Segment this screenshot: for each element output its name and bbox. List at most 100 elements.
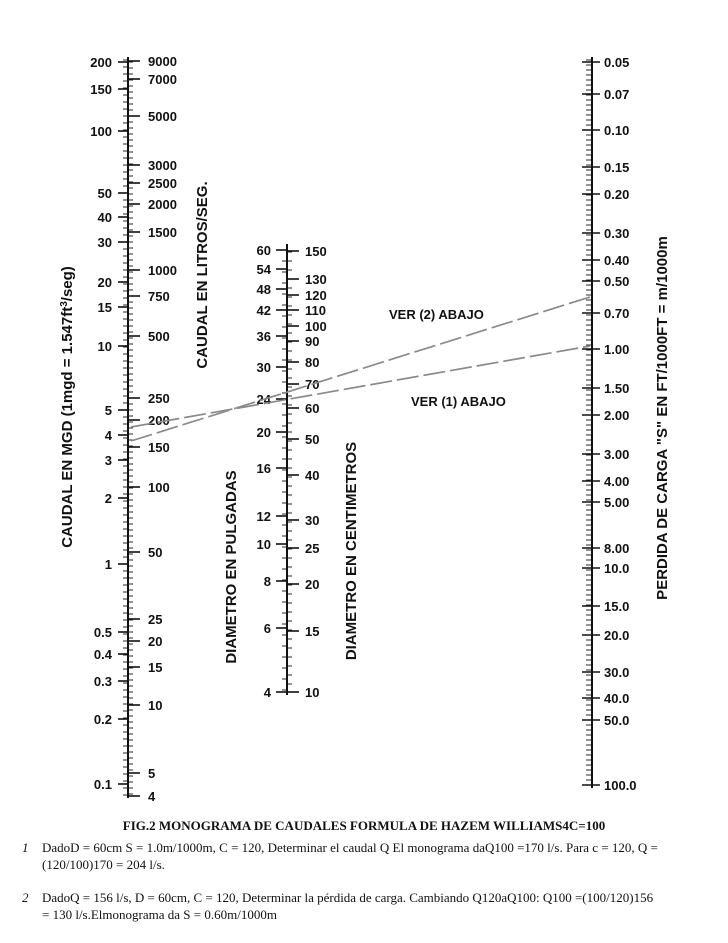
mgd-tick-label: 3 <box>105 453 112 468</box>
mgd-tick-label: 1 <box>105 557 112 572</box>
head-loss-tick-label: 100.0 <box>604 778 637 793</box>
inch-scale-labels: 6054484236302420161210864 <box>257 243 272 700</box>
head-loss-tick-label: 8.00 <box>604 541 629 556</box>
inch-tick-label: 16 <box>257 461 271 476</box>
head-loss-tick-label: 0.15 <box>604 160 629 175</box>
cm-tick-label: 80 <box>305 355 319 370</box>
head-loss-tick-label: 0.30 <box>604 226 629 241</box>
lps-tick-label: 4 <box>148 789 156 804</box>
mgd-tick-label: 20 <box>98 275 112 290</box>
head-loss-tick-label: 3.00 <box>604 447 629 462</box>
lps-axis-title: CAUDAL EN LITROS/SEG. <box>194 181 211 368</box>
lps-tick-label: 20 <box>148 634 162 649</box>
lps-tick-label: 750 <box>148 289 170 304</box>
lps-tick-label: 50 <box>148 545 162 560</box>
head-loss-axis-title: PERDIDA DE CARGA "S" EN FT/1000FT = m/10… <box>654 236 671 600</box>
cm-tick-label: 20 <box>305 577 319 592</box>
mgd-tick-label: 0.1 <box>94 777 112 792</box>
cm-scale-labels: 1501301201101009080706050403025201510 <box>305 244 327 700</box>
lps-tick-label: 1000 <box>148 263 177 278</box>
mgd-tick-label: 30 <box>98 235 112 250</box>
inch-tick-label: 4 <box>264 685 272 700</box>
cm-axis-title: DIAMETRO EN CENTIMETROS <box>343 442 360 660</box>
head-loss-tick-label: 5.00 <box>604 495 629 510</box>
lps-tick-label: 3000 <box>148 158 177 173</box>
cm-tick-label: 50 <box>305 432 319 447</box>
lps-tick-label: 2000 <box>148 197 177 212</box>
mgd-tick-label: 40 <box>98 210 112 225</box>
example-1-line <box>130 345 591 428</box>
cm-tick-label: 30 <box>305 513 319 528</box>
cm-tick-label: 25 <box>305 541 319 556</box>
note-number: 1 <box>22 840 29 855</box>
lps-tick-label: 5 <box>148 766 155 781</box>
lps-tick-label: 250 <box>148 391 170 406</box>
head-loss-tick-label: 0.05 <box>604 55 629 70</box>
head-loss-tick-label: 40.0 <box>604 691 629 706</box>
head-loss-tick-label: 2.00 <box>604 408 629 423</box>
mgd-tick-label: 0.4 <box>94 647 113 662</box>
mgd-tick-label: 0.5 <box>94 625 112 640</box>
head-loss-tick-label: 0.50 <box>604 274 629 289</box>
lps-scale-labels: 9000 7000 5000 3000 2500 2000 1500 1000 750 500 25… <box>148 54 177 804</box>
cm-tick-label: 10 <box>305 685 319 700</box>
mgd-tick-label: 2 <box>105 491 112 506</box>
cm-tick-label: 60 <box>305 401 319 416</box>
mgd-tick-label: 0.2 <box>94 712 112 727</box>
example-note-1: 1 DadoD = 60cm S = 1.0m/1000m, C = 120, … <box>22 839 662 873</box>
mgd-tick-label: 0.3 <box>94 674 112 689</box>
lps-tick-label: 500 <box>148 329 170 344</box>
mgd-tick-label: 15 <box>98 300 112 315</box>
lps-tick-label: 15 <box>148 660 162 675</box>
mgd-tick-label: 10 <box>98 339 112 354</box>
cm-tick-label: 130 <box>305 272 327 287</box>
lps-tick-label: 10 <box>148 698 162 713</box>
example-note-2: 2 DadoQ = 156 l/s, D = 60cm, C = 120, De… <box>22 889 662 923</box>
lps-tick-label: 9000 <box>148 54 177 69</box>
inch-tick-label: 20 <box>257 425 271 440</box>
note-number: 2 <box>22 890 29 905</box>
lps-tick-label: 5000 <box>148 109 177 124</box>
inch-tick-label: 8 <box>264 574 271 589</box>
cm-tick-label: 15 <box>305 624 319 639</box>
inch-tick-label: 42 <box>257 303 271 318</box>
cm-tick-label: 100 <box>305 319 327 334</box>
inch-tick-label: 54 <box>257 262 272 277</box>
head-loss-tick-label: 20.0 <box>604 628 629 643</box>
head-loss-tick-label: 1.00 <box>604 342 629 357</box>
inch-tick-label: 60 <box>257 243 271 258</box>
cm-tick-label: 120 <box>305 288 327 303</box>
cm-tick-label: 110 <box>305 303 326 318</box>
flow-axis-ticks <box>118 59 140 797</box>
head-loss-tick-label: 1.50 <box>604 381 629 396</box>
head-loss-tick-label: 0.20 <box>604 187 629 202</box>
inch-tick-label: 12 <box>257 509 271 524</box>
head-loss-tick-label: 0.10 <box>604 123 629 138</box>
see-note-2-label: VER (2) ABAJO <box>389 307 484 322</box>
head-loss-tick-label: 50.0 <box>604 713 629 728</box>
lps-tick-label: 1500 <box>148 225 177 240</box>
head-loss-tick-label: 15.0 <box>604 599 629 614</box>
lps-tick-label: 200 <box>148 413 170 428</box>
nomogram: 200150100504030201510543210.50.40.30.20.… <box>59 54 672 804</box>
head-loss-scale-labels: 0.05 0.07 0.10 0.15 0.20 0.30 0.40 0.50 0.70 1.00… <box>604 55 637 793</box>
mgd-tick-label: 150 <box>90 82 112 97</box>
mgd-tick-label: 50 <box>98 186 112 201</box>
lps-tick-label: 100 <box>148 480 170 495</box>
see-note-1-label: VER (1) ABAJO <box>411 394 506 409</box>
inch-tick-label: 48 <box>257 282 271 297</box>
inch-tick-label: 6 <box>264 621 271 636</box>
mgd-tick-label: 5 <box>105 403 112 418</box>
cm-tick-label: 150 <box>305 244 327 259</box>
figure-caption: FIG.2 MONOGRAMA DE CAUDALES FORMULA DE H… <box>122 818 606 833</box>
mgd-tick-label: 4 <box>105 428 113 443</box>
note-text: DadoD = 60cm S = 1.0m/1000m, C = 120, De… <box>42 840 658 872</box>
inch-tick-label: 10 <box>257 537 271 552</box>
cm-tick-label: 90 <box>305 334 319 349</box>
mgd-scale-labels: 200 150 100 50 40 30 20 15 10 5 4 3 2 1 0.5 0.4 0.3 0.2 0.… <box>90 55 112 792</box>
lps-tick-label: 150 <box>148 440 170 455</box>
lps-tick-label: 7000 <box>148 72 177 87</box>
inch-tick-label: 36 <box>257 329 271 344</box>
mgd-tick-label: 100 <box>90 124 112 139</box>
head-loss-axis-ticks <box>582 59 600 786</box>
